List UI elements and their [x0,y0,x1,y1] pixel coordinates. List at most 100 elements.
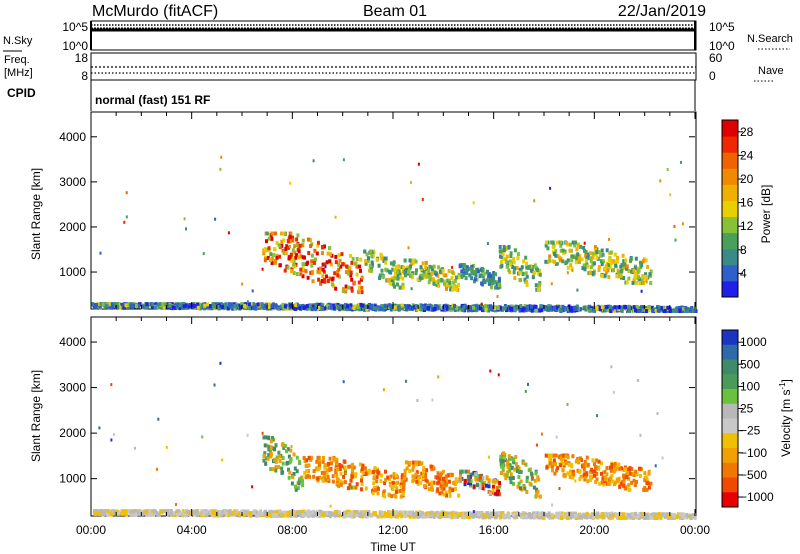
echo-cell [208,304,212,308]
echo-cell [117,302,121,307]
echo-cell [396,480,400,485]
echo-cell [112,433,115,436]
echo-cell [681,514,685,519]
echo-cell [517,466,521,471]
echo-cell [364,259,368,263]
echo-cell [523,486,527,491]
echo-cell [556,466,560,471]
echo-cell [314,257,317,262]
echo-cell [646,514,650,519]
echo-cell [550,240,554,245]
echo-cell [286,460,289,465]
echo-cell [326,279,330,283]
echo-cell [435,273,438,277]
echo-cell [295,253,299,258]
echo-cell [538,308,542,313]
echo-cell [461,307,465,312]
echo-cell [639,264,643,269]
echo-cell [548,463,552,468]
echo-cell [588,477,592,482]
echo-cell [492,276,495,280]
echo-cell [473,270,477,275]
echo-cell [584,462,588,467]
echo-cell [265,239,268,244]
echo-cell [219,167,222,171]
y-tick-label: 1000 [59,265,86,279]
echo-cell [455,306,459,311]
echo-cell [317,267,321,272]
echo-cell [459,469,463,474]
echo-cell [489,491,492,496]
echo-cell [442,486,446,491]
power-x-ticks [90,112,696,309]
echo-cell [97,512,101,517]
echo-cell [443,281,446,286]
echo-cell [554,453,558,458]
echo-cell [422,514,426,519]
colorbar-tick-label: 4 [740,266,747,280]
echo-cell [238,305,242,310]
echo-cell [429,275,433,280]
echo-cell [323,463,327,468]
echo-cell [546,454,550,459]
echo-cell [261,267,264,271]
echo-cell [402,485,406,490]
colorbar-swatch [722,477,738,493]
echo-cell [363,249,367,254]
echo-cell [431,277,435,282]
echo-cell [610,473,614,478]
echo-cell [136,510,140,515]
echo-cell [296,233,300,238]
echo-cell [592,251,595,256]
echo-cell [646,264,650,269]
echo-cell [99,305,102,310]
echo-cell [329,262,333,267]
echo-cell [312,474,316,479]
echo-cell [533,270,537,275]
echo-cell [508,262,512,267]
echo-cell [586,255,590,260]
y-tick-label: 4000 [59,130,86,144]
echo-cell [566,265,570,270]
echo-cell [318,459,322,464]
echo-cell [182,304,186,309]
echo-cell [344,284,348,289]
echo-cell [282,238,286,243]
echo-cell [616,478,620,483]
echo-cell [424,514,428,519]
echo-cell [530,304,533,309]
echo-cell [300,513,304,517]
echo-cell [416,307,420,312]
echo-cell [519,469,523,474]
echo-cell [620,308,624,313]
echo-cell [627,513,630,518]
echo-cell [348,265,352,270]
echo-cell [101,512,105,517]
echo-cell [349,464,353,469]
echo-cell [626,467,630,472]
echo-cell [637,306,641,311]
echo-cell [649,281,653,286]
echo-cell [392,260,396,265]
echo-cell [292,305,295,310]
echo-cell [347,285,350,290]
echo-cell [627,269,631,273]
nave-label: Nave [758,65,784,77]
echo-cell [394,510,398,515]
echo-cell [448,511,452,516]
echo-cell [421,511,424,516]
echo-cell [615,274,619,279]
echo-cell [131,512,135,517]
echo-cell [432,480,436,485]
echo-cell [635,479,638,484]
echo-cell [201,435,204,439]
freq-unit-label: [MHz] [4,67,33,79]
echo-cell [320,512,324,517]
echo-cell [318,509,322,514]
echo-cell [295,243,299,248]
echo-cell [464,276,468,281]
echo-cell [643,478,647,482]
echo-cell [655,516,659,520]
echo-cell [335,457,339,462]
colorbar-swatch [722,359,738,375]
